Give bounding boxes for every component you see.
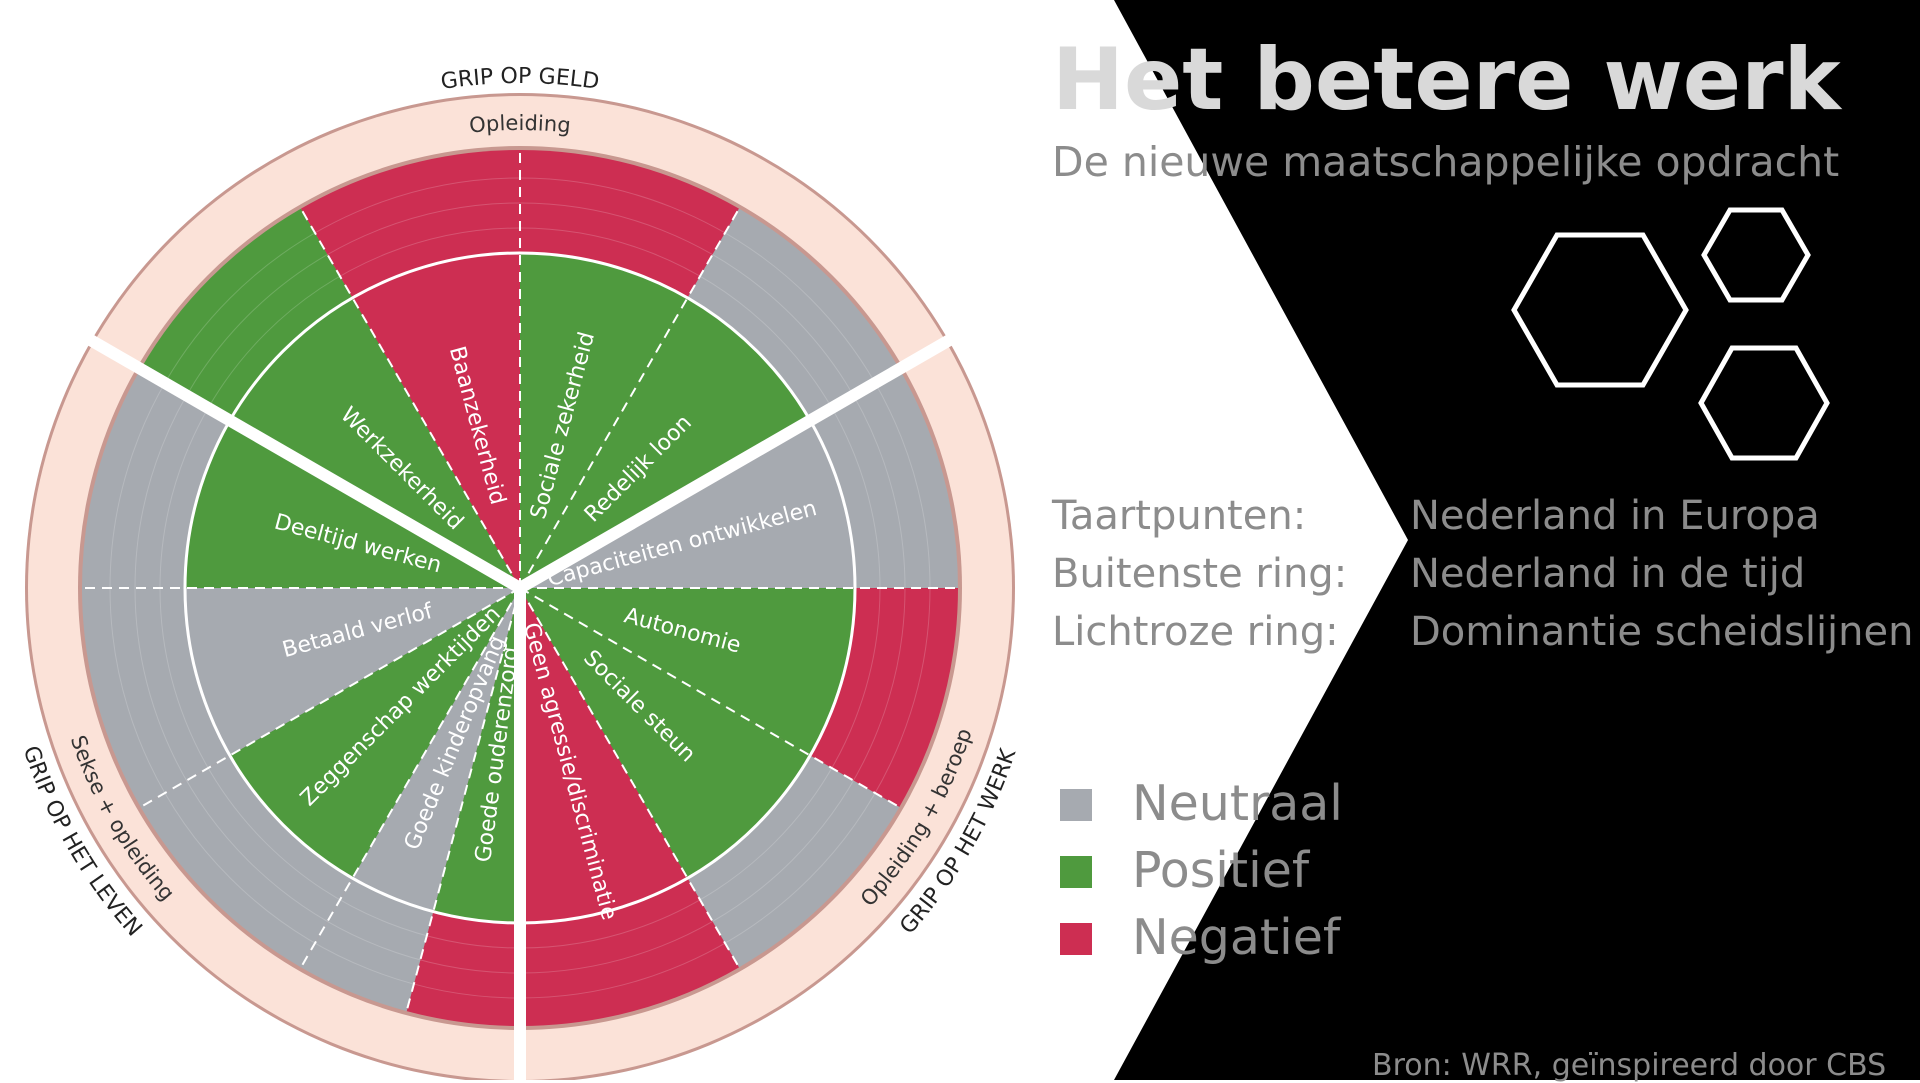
grip-label-geld: GRIP OP GELD [439,64,601,95]
grip-gap-geld-werk [516,333,955,594]
grip-gap-leven-geld [85,333,524,594]
slice-inner-8 [352,588,520,912]
slice-inner-6 [520,588,688,923]
slice-inner-1 [520,253,688,588]
slice-divider-2 [519,208,740,589]
slice-divider-9 [300,587,521,968]
slice-divider-8 [405,587,521,1012]
slice-divider-13 [300,208,521,589]
info-value: Nederland in de tijd [1410,551,1806,597]
slice-inner-2 [520,297,811,588]
slice-inner-5 [520,588,811,879]
slice-inner-12 [229,297,520,588]
legend-label: Negatief [1132,909,1341,966]
slice-divider-6 [519,587,740,968]
slice-inner-13 [352,253,520,588]
slice-divider-10 [140,587,521,808]
info-key: Lichtroze ring: [1052,609,1339,655]
slice-divider-5 [519,587,900,808]
source-note: Bron: WRR, geïnspireerd door CBS [1372,1048,1887,1083]
info-key: Buitenste ring: [1052,551,1348,597]
slice-inner-4 [520,588,855,756]
hexagons-icon [1511,207,1830,461]
legend-label: Positief [1132,842,1310,899]
slide-subtitle: De nieuwe maatschappelijke opdracht [1052,138,1840,186]
legend-swatch-positive [1060,856,1092,888]
info-value: Nederland in Europa [1410,493,1820,539]
slice-inner-10 [185,588,520,756]
legend-swatch-neutral [1060,789,1092,821]
legend-swatch-negative [1060,923,1092,955]
legend-label: Neutraal [1132,775,1343,832]
wheel-slices [25,93,1015,1080]
slide-title: Het betere werk [1052,30,1841,130]
info-value: Dominantie scheidslijnen [1410,609,1914,655]
ring-label-geld: Opleiding [468,111,572,138]
info-key: Taartpunten: [1052,493,1307,539]
slice-inner-9 [229,588,520,879]
